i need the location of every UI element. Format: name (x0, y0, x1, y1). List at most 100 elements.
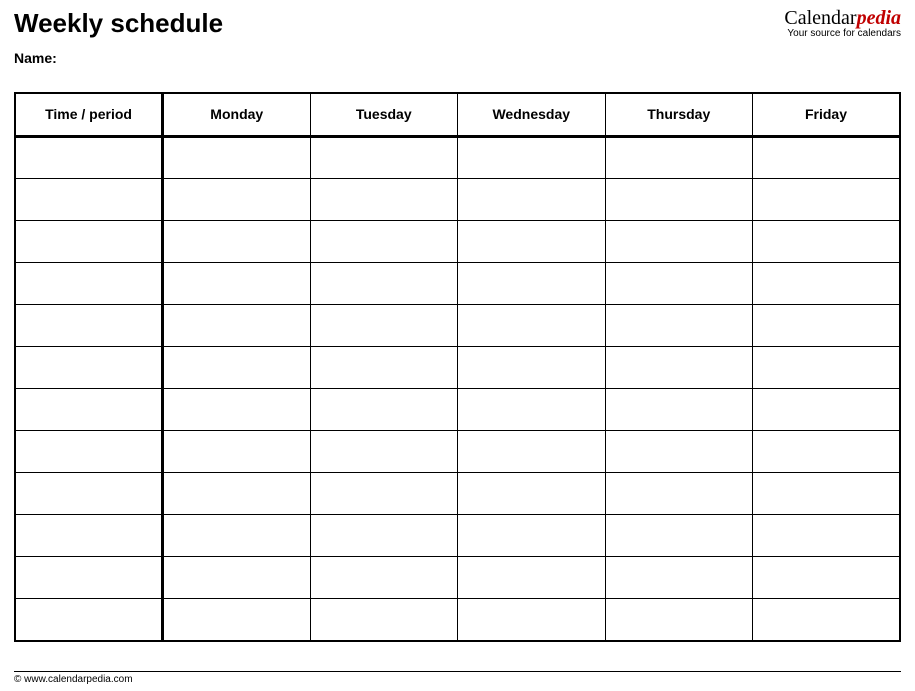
table-cell[interactable] (753, 179, 901, 221)
brand-logo: Calendarpedia Your source for calendars (784, 8, 901, 40)
col-header-monday: Monday (163, 93, 311, 137)
table-body (15, 137, 900, 641)
name-label: Name: (14, 50, 901, 66)
table-cell[interactable] (458, 431, 606, 473)
table-cell[interactable] (310, 305, 458, 347)
table-cell[interactable] (163, 473, 311, 515)
table-cell[interactable] (458, 599, 606, 641)
table-cell[interactable] (15, 473, 163, 515)
table-cell[interactable] (605, 221, 753, 263)
table-cell[interactable] (458, 179, 606, 221)
table-cell[interactable] (605, 347, 753, 389)
table-cell[interactable] (753, 221, 901, 263)
table-row (15, 515, 900, 557)
table-cell[interactable] (310, 179, 458, 221)
table-cell[interactable] (163, 515, 311, 557)
col-header-wednesday: Wednesday (458, 93, 606, 137)
table-row (15, 389, 900, 431)
table-cell[interactable] (458, 389, 606, 431)
table-cell[interactable] (605, 389, 753, 431)
logo-part2: pedia (857, 7, 901, 29)
table-cell[interactable] (605, 137, 753, 179)
table-cell[interactable] (310, 221, 458, 263)
table-cell[interactable] (605, 305, 753, 347)
table-cell[interactable] (458, 515, 606, 557)
table-row (15, 179, 900, 221)
table-cell[interactable] (605, 431, 753, 473)
table-cell[interactable] (163, 263, 311, 305)
table-cell[interactable] (753, 515, 901, 557)
table-cell[interactable] (753, 263, 901, 305)
table-row (15, 557, 900, 599)
table-cell[interactable] (15, 137, 163, 179)
table-cell[interactable] (605, 263, 753, 305)
table-cell[interactable] (753, 473, 901, 515)
table-cell[interactable] (163, 221, 311, 263)
table-cell[interactable] (163, 179, 311, 221)
table-cell[interactable] (605, 515, 753, 557)
logo-tagline: Your source for calendars (784, 29, 901, 40)
table-cell[interactable] (605, 599, 753, 641)
table-cell[interactable] (753, 389, 901, 431)
footer-copyright: © www.calendarpedia.com (14, 671, 901, 685)
table-cell[interactable] (458, 305, 606, 347)
table-cell[interactable] (310, 515, 458, 557)
col-header-friday: Friday (753, 93, 901, 137)
table-cell[interactable] (458, 557, 606, 599)
col-header-tuesday: Tuesday (310, 93, 458, 137)
table-cell[interactable] (163, 389, 311, 431)
table-cell[interactable] (605, 179, 753, 221)
table-cell[interactable] (310, 347, 458, 389)
col-header-time: Time / period (15, 93, 163, 137)
table-cell[interactable] (753, 347, 901, 389)
table-row (15, 473, 900, 515)
table-row (15, 431, 900, 473)
table-cell[interactable] (458, 473, 606, 515)
table-cell[interactable] (15, 263, 163, 305)
table-cell[interactable] (310, 431, 458, 473)
table-cell[interactable] (163, 599, 311, 641)
table-cell[interactable] (15, 305, 163, 347)
table-row (15, 221, 900, 263)
table-cell[interactable] (163, 431, 311, 473)
table-cell[interactable] (753, 557, 901, 599)
table-cell[interactable] (458, 221, 606, 263)
table-cell[interactable] (753, 599, 901, 641)
header-row: Weekly schedule Calendarpedia Your sourc… (14, 8, 901, 40)
table-cell[interactable] (605, 557, 753, 599)
table-header-row: Time / period Monday Tuesday Wednesday T… (15, 93, 900, 137)
table-cell[interactable] (15, 221, 163, 263)
table-cell[interactable] (753, 305, 901, 347)
table-cell[interactable] (163, 557, 311, 599)
table-cell[interactable] (458, 347, 606, 389)
table-cell[interactable] (163, 347, 311, 389)
table-cell[interactable] (310, 599, 458, 641)
logo-text: Calendarpedia (784, 8, 901, 29)
table-cell[interactable] (15, 557, 163, 599)
table-cell[interactable] (605, 473, 753, 515)
table-row (15, 347, 900, 389)
col-header-thursday: Thursday (605, 93, 753, 137)
table-row (15, 599, 900, 641)
table-cell[interactable] (15, 389, 163, 431)
table-cell[interactable] (15, 515, 163, 557)
table-cell[interactable] (15, 347, 163, 389)
table-cell[interactable] (15, 179, 163, 221)
table-row (15, 263, 900, 305)
table-cell[interactable] (15, 431, 163, 473)
logo-part1: Calendar (784, 7, 856, 29)
table-row (15, 137, 900, 179)
page-title: Weekly schedule (14, 8, 223, 39)
table-cell[interactable] (458, 263, 606, 305)
table-cell[interactable] (310, 557, 458, 599)
table-cell[interactable] (15, 599, 163, 641)
table-cell[interactable] (310, 263, 458, 305)
table-cell[interactable] (310, 137, 458, 179)
table-cell[interactable] (753, 431, 901, 473)
table-cell[interactable] (163, 137, 311, 179)
table-cell[interactable] (163, 305, 311, 347)
table-cell[interactable] (310, 389, 458, 431)
table-cell[interactable] (310, 473, 458, 515)
table-cell[interactable] (458, 137, 606, 179)
table-cell[interactable] (753, 137, 901, 179)
